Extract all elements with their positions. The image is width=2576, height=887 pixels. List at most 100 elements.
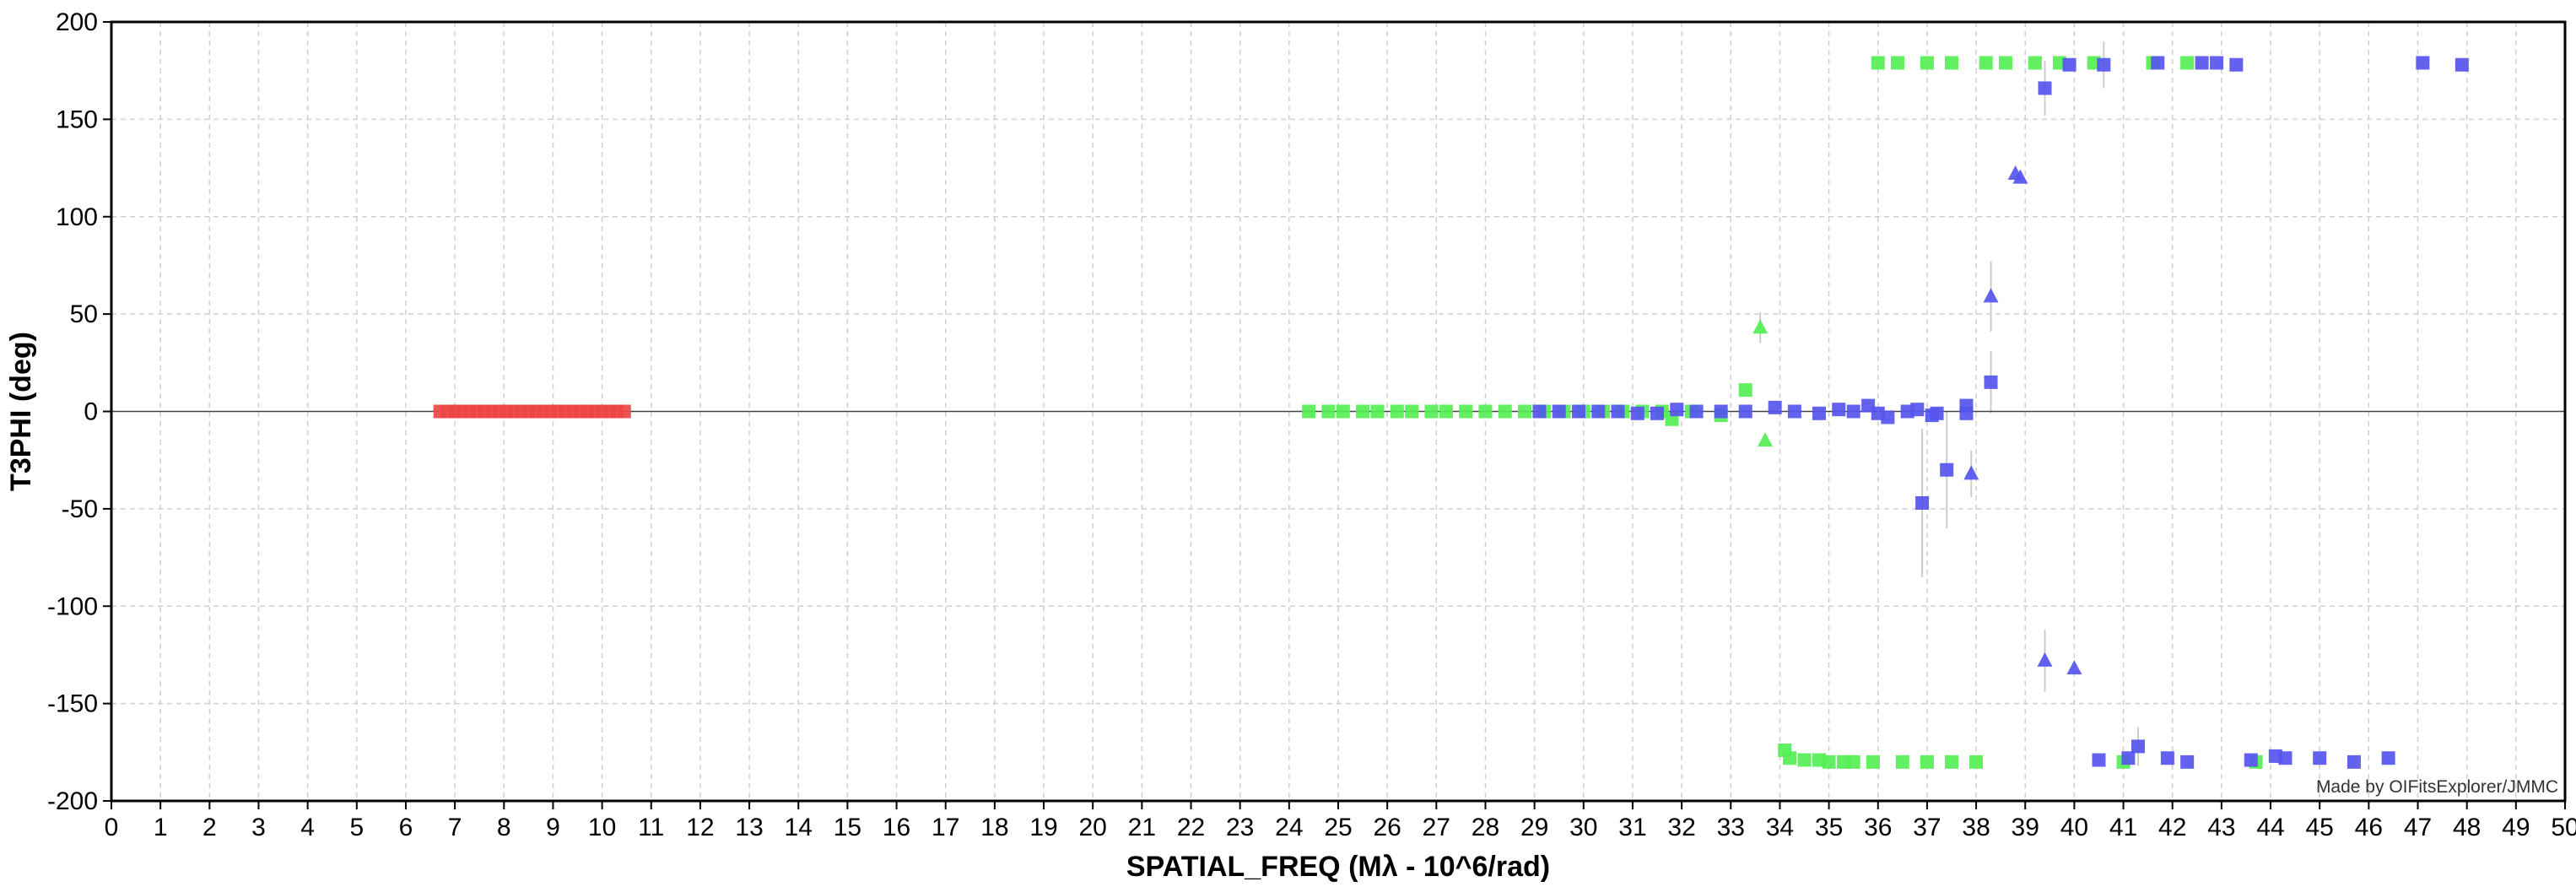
data-point xyxy=(1336,404,1350,419)
x-tick-label: 30 xyxy=(1569,814,1597,841)
data-point xyxy=(1797,753,1812,767)
data-point xyxy=(2229,57,2244,72)
data-point-triangle xyxy=(2012,169,2028,184)
data-point-triangle xyxy=(1752,319,1769,334)
x-tick-label: 37 xyxy=(1913,814,1941,841)
y-tick-label: -150 xyxy=(47,690,98,718)
data-point xyxy=(1552,404,1566,419)
x-tick-label: 17 xyxy=(932,814,959,841)
x-tick-label: 3 xyxy=(251,814,266,841)
x-tick-label: 33 xyxy=(1717,814,1745,841)
data-point xyxy=(1832,403,1846,417)
data-point xyxy=(1611,404,1625,419)
data-point xyxy=(1459,404,1473,419)
data-point xyxy=(1891,56,1905,70)
x-tick-label: 50 xyxy=(2551,814,2576,841)
data-point xyxy=(1405,404,1419,419)
y-axis-title: T3PHI (deg) xyxy=(5,332,37,491)
x-tick-label: 45 xyxy=(2306,814,2334,841)
x-tick-label: 21 xyxy=(1128,814,1156,841)
data-point xyxy=(1945,56,1958,70)
data-point xyxy=(1915,495,1930,510)
data-point xyxy=(1738,404,1752,419)
data-point xyxy=(1959,406,1974,420)
x-tick-label: 47 xyxy=(2404,814,2432,841)
data-point xyxy=(1498,404,1512,419)
y-tick-label: 0 xyxy=(84,398,98,426)
y-tick-label: -100 xyxy=(47,592,98,620)
data-point xyxy=(1532,404,1547,419)
data-point xyxy=(1768,400,1782,414)
x-tick-label: 2 xyxy=(203,814,217,841)
x-tick-label: 23 xyxy=(1226,814,1254,841)
x-tick-label: 48 xyxy=(2453,814,2481,841)
x-tick-label: 20 xyxy=(1079,814,1107,841)
data-point-triangle xyxy=(1757,432,1773,447)
x-tick-label: 15 xyxy=(834,814,861,841)
x-tick-label: 7 xyxy=(448,814,462,841)
data-point xyxy=(1370,404,1385,419)
x-tick-label: 49 xyxy=(2502,814,2530,841)
data-point xyxy=(1998,56,2012,70)
data-point-triangle xyxy=(2066,660,2082,675)
x-tick-label: 42 xyxy=(2158,814,2186,841)
data-point xyxy=(1920,56,1934,70)
x-tick-label: 8 xyxy=(497,814,511,841)
data-point xyxy=(2121,751,2136,765)
x-tick-label: 43 xyxy=(2207,814,2235,841)
x-tick-label: 32 xyxy=(1667,814,1695,841)
data-point xyxy=(1738,383,1752,398)
data-point xyxy=(1895,754,1909,769)
x-tick-label: 35 xyxy=(1815,814,1843,841)
data-point xyxy=(2244,753,2258,767)
x-axis-title: SPATIAL_FREQ (Mλ - 10^6/rad) xyxy=(1126,851,1550,883)
x-tick-label: 11 xyxy=(638,814,664,841)
data-point xyxy=(1424,404,1439,419)
y-tick-label: 100 xyxy=(56,203,98,231)
data-point xyxy=(1787,404,1801,419)
data-point xyxy=(1478,404,1493,419)
y-tick-label: -50 xyxy=(62,495,98,523)
y-tick-label: 50 xyxy=(70,300,98,328)
data-point xyxy=(2180,754,2195,769)
x-tick-label: 44 xyxy=(2256,814,2284,841)
x-tick-label: 34 xyxy=(1766,814,1794,841)
x-tick-label: 18 xyxy=(980,814,1008,841)
data-point-triangle xyxy=(1983,288,1999,303)
x-tick-label: 12 xyxy=(686,814,714,841)
grid-lines xyxy=(111,22,2565,801)
credit-text: Made by OIFitsExplorer/JMMC xyxy=(2316,777,2558,797)
data-point xyxy=(1979,56,1993,70)
x-tick-label: 27 xyxy=(1423,814,1450,841)
data-point xyxy=(1969,754,1984,769)
data-point xyxy=(1630,406,1644,420)
x-tick-label: 46 xyxy=(2355,814,2383,841)
data-point xyxy=(1670,403,1684,417)
x-tick-label: 16 xyxy=(883,814,910,841)
y-tick-label: 150 xyxy=(56,105,98,133)
data-point xyxy=(1302,404,1316,419)
x-tick-label: 6 xyxy=(399,814,413,841)
data-point xyxy=(2278,751,2292,765)
x-tick-label: 22 xyxy=(1177,814,1205,841)
x-tick-label: 24 xyxy=(1275,814,1303,841)
data-point xyxy=(2131,739,2146,754)
x-tick-label: 19 xyxy=(1029,814,1057,841)
data-point xyxy=(1439,404,1453,419)
data-point-triangle xyxy=(1963,465,1979,480)
x-tick-label: 14 xyxy=(785,814,813,841)
axis-ticks: 0 1 2 3 4 5 6 7 8 9 10 11 12 13 14 15 16 17 18 19 20 21 22 23 24… xyxy=(47,8,2576,841)
data-point xyxy=(1846,754,1860,769)
x-tick-label: 40 xyxy=(2060,814,2088,841)
data-point xyxy=(2097,57,2111,72)
data-point xyxy=(1783,751,1797,765)
data-point xyxy=(2195,56,2209,70)
data-point xyxy=(2028,56,2042,70)
data-point xyxy=(1920,754,1934,769)
data-point xyxy=(2381,751,2395,765)
x-tick-label: 29 xyxy=(1520,814,1548,841)
x-tick-label: 25 xyxy=(1324,814,1352,841)
data-point xyxy=(1846,404,1860,419)
data-point xyxy=(2038,81,2052,95)
